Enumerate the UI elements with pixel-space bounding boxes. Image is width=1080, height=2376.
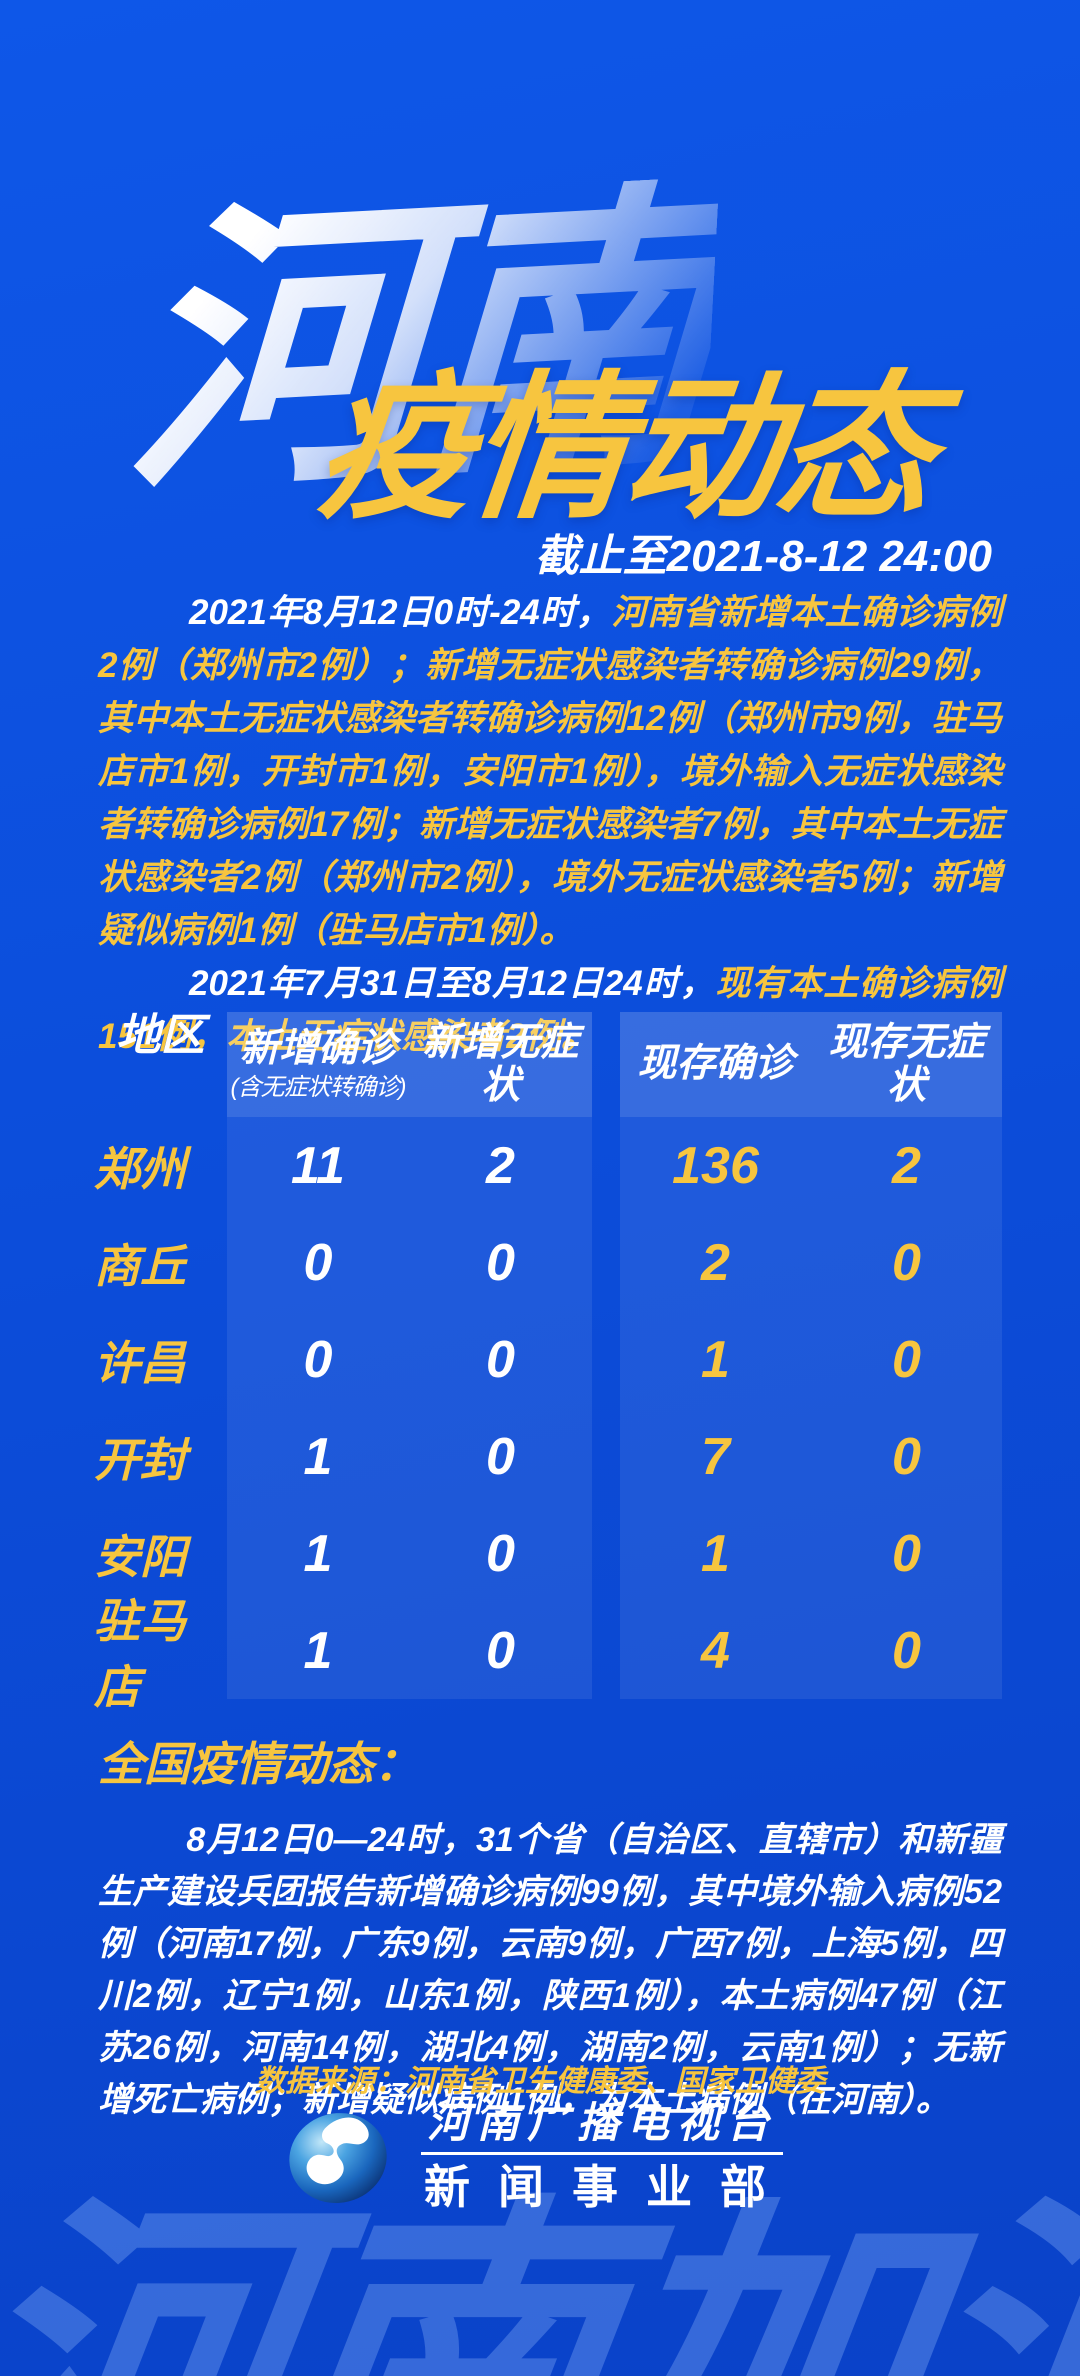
epidemic-dynamics-title: 疫情动态: [308, 361, 940, 537]
national-summary: 全国疫情动态： 8月12日0—24时，31个省（自治区、直辖市）和新疆生产建设兵…: [98, 1728, 1002, 2126]
table-cell-new-asymptomatic: 0: [486, 1330, 515, 1389]
table-row-region: 开封: [94, 1433, 186, 1486]
national-paragraph: 8月12日0—24时，31个省（自治区、直辖市）和新疆生产建设兵团报告新增确诊病…: [98, 1821, 1002, 2119]
column-header-new-confirmed: 新增确诊 (含无症状转确诊): [227, 1012, 409, 1117]
column-gap: [592, 1311, 620, 1408]
table-row-region: 安阳: [94, 1530, 186, 1583]
table-cell-existing-confirmed: 4: [701, 1621, 730, 1680]
table-cell-existing-asymptomatic: 0: [892, 1427, 921, 1486]
column-gap: [592, 1408, 620, 1505]
table-cell-existing-asymptomatic: 0: [892, 1330, 921, 1389]
broadcaster-name-block: 河南广播电视台 新闻事业部: [410, 2102, 794, 2211]
table-cell-new-asymptomatic: 0: [486, 1524, 515, 1583]
table-cell-new-confirmed: 11: [291, 1136, 345, 1195]
new-confirmed-label: 新增确诊: [239, 1026, 396, 1070]
table-cell-existing-confirmed: 1: [701, 1330, 730, 1389]
column-gap: [592, 1117, 620, 1214]
table-cell-existing-confirmed: 2: [701, 1233, 730, 1292]
column-gap: [592, 1214, 620, 1311]
table-cell-existing-confirmed: 1: [701, 1524, 730, 1583]
stats-grid: 地区 新增确诊 (含无症状转确诊) 新增无症状 现存确诊 现存无症状 郑州 11…: [60, 1011, 1002, 1713]
deadline-label: 截止至2021-8-12 24:00: [534, 532, 992, 581]
existing-cases-panel-header: [620, 1012, 1002, 1117]
table-cell-new-confirmed: 1: [303, 1427, 333, 1486]
national-heading: 全国疫情动态：: [98, 1738, 420, 1790]
column-header-region: 地区: [116, 1011, 205, 1060]
column-gap: [592, 1505, 620, 1602]
provincial-summary: 2021年8月12日0时-24时，河南省新增本土确诊病例2例（郑州市2例）；新增…: [98, 586, 1002, 1063]
table-cell-new-confirmed: 1: [303, 1621, 333, 1680]
table-cell-existing-asymptomatic: 0: [892, 1524, 921, 1583]
new-confirmed-note: (含无症状转确诊): [230, 1074, 407, 1102]
summary-1-body: 河南省新增本土确诊病例2例（郑州市2例）；新增无症状感染者转确诊病例29例，其中…: [98, 593, 1002, 950]
table-row-region: 商丘: [94, 1239, 186, 1292]
table-cell-new-asymptomatic: 0: [486, 1427, 515, 1486]
column-gap: [592, 1012, 620, 1117]
table-cell-existing-asymptomatic: 0: [892, 1233, 921, 1292]
table-cell-existing-confirmed: 7: [701, 1427, 730, 1486]
table-cell-new-confirmed: 0: [303, 1233, 333, 1292]
new-cases-panel: [227, 1012, 592, 1699]
broadcaster-org-name: 河南广播电视台: [420, 2102, 783, 2155]
henan-tv-sphere-icon: [289, 2112, 387, 2203]
broadcaster-dept-name: 新闻事业部: [424, 2162, 794, 2213]
watermark-text: 河南加油: [0, 2176, 1080, 2376]
table-cell-existing-confirmed: 136: [672, 1136, 759, 1195]
summary-2-date: 2021年7月31日至8月12日24时，: [189, 964, 716, 1003]
summary-paragraph-2: 2021年7月31日至8月12日24时，现有本土确诊病例151例，本土无症状感染…: [98, 957, 1002, 1063]
table-cell-new-confirmed: 0: [303, 1330, 333, 1389]
city-stats-table: 地区 新增确诊 (含无症状转确诊) 新增无症状 现存确诊 现存无症状 郑州 11…: [60, 1011, 1002, 1713]
table-cell-new-asymptomatic: 0: [486, 1233, 515, 1292]
table-cell-new-asymptomatic: 2: [486, 1136, 515, 1195]
column-gap: [592, 1602, 620, 1699]
summary-2-body: 现有本土确诊病例151例，本土无症状感染者2例。: [98, 964, 1002, 1056]
summary-paragraph-1: 2021年8月12日0时-24时，河南省新增本土确诊病例2例（郑州市2例）；新增…: [98, 586, 1002, 957]
table-row-region: 郑州: [94, 1142, 186, 1195]
table-cell-new-confirmed: 1: [303, 1524, 333, 1583]
column-header-existing-asymptomatic: 现存无症状: [828, 1021, 985, 1107]
data-source-label: 数据来源：河南省卫生健康委、国家卫健委: [255, 2065, 825, 2098]
new-cases-panel-header: [227, 1012, 592, 1117]
table-row-region: 许昌: [94, 1336, 186, 1389]
table-cell-new-asymptomatic: 0: [486, 1621, 515, 1680]
existing-cases-panel: [620, 1012, 1002, 1699]
table-cell-existing-asymptomatic: 0: [892, 1621, 921, 1680]
table-cell-existing-asymptomatic: 2: [892, 1136, 921, 1195]
table-row-region: 驻马店: [94, 1594, 186, 1713]
column-header-new-asymptomatic: 新增无症状: [422, 1021, 579, 1107]
summary-1-date: 2021年8月12日0时-24时，: [189, 593, 612, 632]
column-header-existing-confirmed: 现存确诊: [637, 1042, 794, 1086]
broadcaster-footer: 河南广播电视台 新闻事业部: [0, 2102, 1080, 2211]
